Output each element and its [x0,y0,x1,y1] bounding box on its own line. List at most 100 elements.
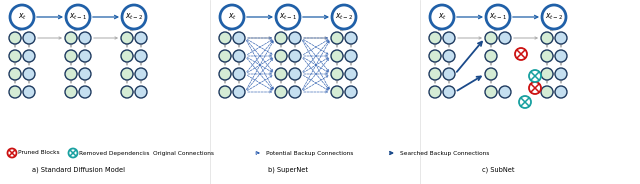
Circle shape [23,68,35,80]
Circle shape [555,32,567,44]
Circle shape [276,5,300,29]
Circle shape [135,32,147,44]
Circle shape [10,5,34,29]
Circle shape [121,50,133,62]
Text: b) SuperNet: b) SuperNet [268,167,308,173]
Circle shape [485,86,497,98]
Circle shape [331,86,343,98]
Circle shape [135,68,147,80]
Circle shape [443,68,455,80]
Text: c) SubNet: c) SubNet [482,167,515,173]
Circle shape [499,86,511,98]
Circle shape [541,50,553,62]
Circle shape [219,68,231,80]
Circle shape [289,86,301,98]
Circle shape [541,32,553,44]
Circle shape [331,68,343,80]
Circle shape [555,50,567,62]
Circle shape [555,86,567,98]
Circle shape [79,68,91,80]
Circle shape [9,32,21,44]
Circle shape [65,32,77,44]
Text: $x_{t-1}$: $x_{t-1}$ [279,12,297,22]
Circle shape [430,5,454,29]
Circle shape [289,32,301,44]
Text: $x_{t-2}$: $x_{t-2}$ [125,12,143,22]
Circle shape [519,96,531,108]
Circle shape [429,68,441,80]
Text: a) Standard Diffusion Model: a) Standard Diffusion Model [31,167,125,173]
Text: $x_{t-1}$: $x_{t-1}$ [69,12,87,22]
Circle shape [233,68,245,80]
Circle shape [275,32,287,44]
Circle shape [121,68,133,80]
Circle shape [345,50,357,62]
Circle shape [443,50,455,62]
Circle shape [485,50,497,62]
Circle shape [79,50,91,62]
Text: $x_{t-1}$: $x_{t-1}$ [489,12,507,22]
Circle shape [23,50,35,62]
Circle shape [233,86,245,98]
Circle shape [289,50,301,62]
Circle shape [135,50,147,62]
Text: $x_t$: $x_t$ [17,12,26,22]
Circle shape [135,86,147,98]
Circle shape [79,86,91,98]
Circle shape [499,32,511,44]
Circle shape [9,50,21,62]
Circle shape [541,68,553,80]
Circle shape [529,70,541,82]
Circle shape [275,68,287,80]
Circle shape [65,50,77,62]
Circle shape [233,50,245,62]
Text: $x_t$: $x_t$ [438,12,447,22]
Text: $x_{t-2}$: $x_{t-2}$ [335,12,353,22]
Circle shape [233,32,245,44]
Circle shape [8,148,17,158]
Circle shape [515,48,527,60]
Text: $x_{t-2}$: $x_{t-2}$ [545,12,563,22]
Circle shape [65,86,77,98]
Circle shape [345,86,357,98]
Circle shape [541,86,553,98]
Circle shape [485,32,497,44]
Circle shape [345,32,357,44]
Text: Potential Backup Connections: Potential Backup Connections [266,151,353,155]
Circle shape [9,68,21,80]
Circle shape [219,50,231,62]
Circle shape [219,86,231,98]
Circle shape [443,86,455,98]
Text: Removed Dependences: Removed Dependences [79,151,150,155]
Circle shape [121,32,133,44]
Circle shape [68,148,77,158]
Circle shape [275,86,287,98]
Text: $x_t$: $x_t$ [227,12,237,22]
Text: Searched Backup Connections: Searched Backup Connections [400,151,490,155]
Circle shape [9,86,21,98]
Circle shape [555,68,567,80]
Text: Original Connections: Original Connections [153,151,214,155]
Circle shape [122,5,146,29]
Circle shape [429,50,441,62]
Circle shape [429,32,441,44]
Circle shape [331,32,343,44]
Circle shape [429,86,441,98]
Circle shape [485,68,497,80]
Circle shape [345,68,357,80]
Circle shape [66,5,90,29]
Circle shape [121,86,133,98]
Circle shape [23,32,35,44]
Circle shape [542,5,566,29]
Circle shape [529,82,541,94]
Circle shape [486,5,510,29]
Circle shape [275,50,287,62]
Circle shape [220,5,244,29]
Circle shape [332,5,356,29]
Circle shape [219,32,231,44]
Circle shape [443,32,455,44]
Circle shape [65,68,77,80]
Circle shape [23,86,35,98]
Text: Pruned Blocks: Pruned Blocks [18,151,60,155]
Circle shape [331,50,343,62]
